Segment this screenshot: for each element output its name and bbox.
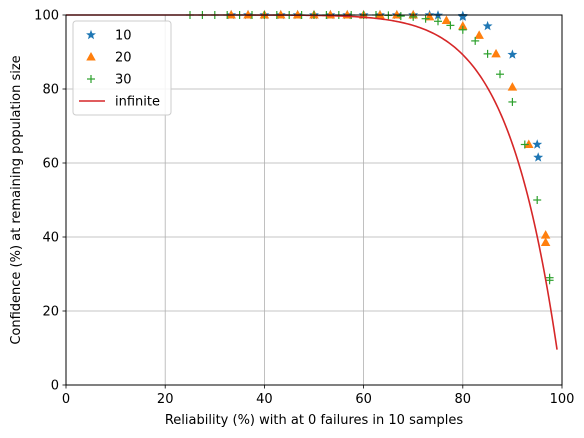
x-tick-label: 80 [455,392,472,407]
data-point-20 [524,139,534,148]
data-point-30 [471,36,480,45]
y-tick-label: 100 [34,9,59,24]
data-point-10 [507,49,518,59]
y-tick-label: 60 [42,157,59,172]
data-point-30 [396,12,405,21]
legend-entry-infinite: infinite [79,95,160,110]
y-axis-ticks: 0 20 40 60 80 100 [34,9,66,394]
data-point-30 [545,276,554,285]
data-point-20 [540,230,551,239]
data-point-10 [532,139,543,149]
x-tick-label: 0 [62,392,70,407]
legend-swatch [86,52,96,61]
x-axis-label: Reliability (%) with at 0 failures in 10… [165,413,463,428]
data-point-20 [276,10,286,19]
y-tick-label: 40 [42,231,59,246]
legend-swatch [87,75,95,83]
y-axis-label: Confidence (%) at remaining population s… [9,55,24,344]
y-tick-label: 0 [51,379,59,394]
legend-label: 20 [115,51,132,66]
data-point-20 [292,10,303,19]
data-point-30 [409,12,418,21]
legend-label: 30 [115,73,132,88]
data-point-20 [540,237,551,247]
data-point-20 [491,48,501,58]
legend-label: infinite [115,95,160,110]
data-point-30 [508,97,517,106]
x-axis-ticks: 0 20 40 60 80 100 [62,385,575,407]
data-point-20 [458,21,468,30]
series-20 [226,10,551,247]
data-point-10 [457,11,468,22]
legend-entry-20: 20 [86,51,132,66]
data-point-10 [482,20,493,31]
plot-frame [65,14,563,386]
x-tick-label: 20 [157,392,174,407]
data-point-20 [375,10,385,19]
data-point-20 [441,15,452,25]
data-point-30 [421,14,430,23]
data-point-30 [533,196,542,204]
data-point-30 [496,70,504,79]
data-point-30 [520,140,529,149]
data-point-20 [474,30,484,39]
data-point-10 [533,152,544,162]
data-point-30 [446,21,455,30]
data-point-30 [458,25,467,34]
x-tick-label: 40 [256,392,273,407]
series-10 [226,9,544,162]
legend-box [72,20,172,116]
y-tick-label: 20 [42,305,59,320]
data-point-30 [434,17,442,26]
legend-label: 10 [115,29,132,44]
legend-entry-30: 30 [87,73,132,88]
legend-entry-10: 10 [86,29,132,44]
x-tick-label: 100 [550,392,575,407]
y-tick-label: 80 [42,83,59,98]
x-tick-label: 60 [355,392,372,407]
data-point-20 [507,82,518,91]
legend: 10 20 30 infinite [72,20,172,116]
legend-swatch [86,29,96,40]
data-point-30 [483,49,492,58]
series-30 [186,11,554,285]
